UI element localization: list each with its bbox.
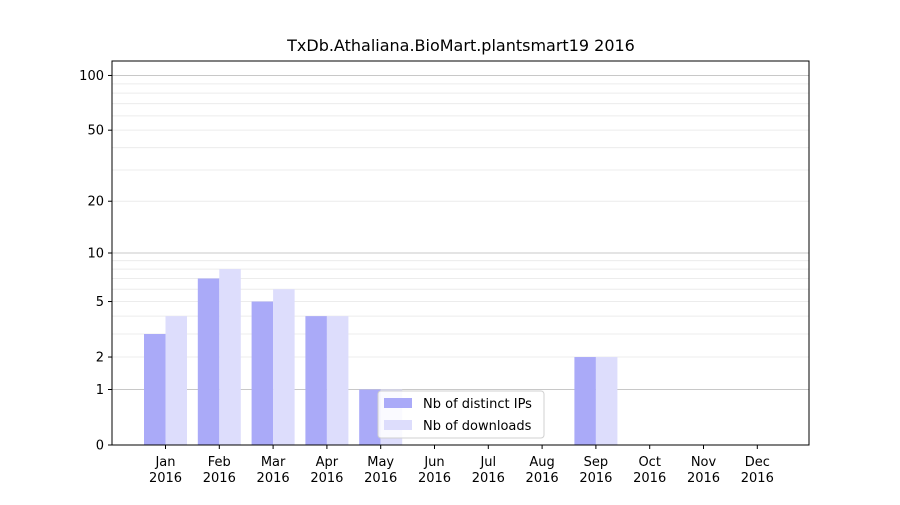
y-tick-label: 1 <box>96 383 104 398</box>
y-tick-label: 0 <box>96 439 104 454</box>
x-tick-label-year: 2016 <box>203 471 236 486</box>
bar-ips-may <box>359 389 381 445</box>
bar-downloads-apr <box>326 316 349 445</box>
y-tick-label: 2 <box>96 351 104 366</box>
legend: Nb of distinct IPs Nb of downloads <box>377 390 545 439</box>
x-tick-label-year: 2016 <box>257 471 290 486</box>
y-tick-label: 20 <box>87 195 104 210</box>
x-tick-label-month: Sep <box>584 455 609 470</box>
y-tick-label: 10 <box>87 247 104 262</box>
x-axis: Jan2016Feb2016Mar2016Apr2016May2016Jun20… <box>149 445 774 486</box>
x-tick-label-month: Feb <box>208 455 231 470</box>
x-tick-label-year: 2016 <box>687 471 720 486</box>
y-tick-label: 50 <box>87 124 104 139</box>
bar-ips-mar <box>251 301 274 445</box>
y-axis: 0 1 2 5 10 20 50 100 <box>79 69 112 454</box>
legend-label: Nb of distinct IPs <box>423 397 532 412</box>
x-tick-label-year: 2016 <box>633 471 666 486</box>
chart-title: TxDb.Athaliana.BioMart.plantsmart19 2016 <box>286 36 635 55</box>
x-tick-label-year: 2016 <box>310 471 343 486</box>
bar-downloads-feb <box>219 269 241 445</box>
y-tick-label: 100 <box>79 69 104 84</box>
bar-ips-apr <box>305 316 327 445</box>
x-tick-label-month: Jan <box>154 455 175 470</box>
x-tick-label-month: Dec <box>745 455 770 470</box>
y-tick-label: 5 <box>96 295 104 310</box>
x-tick-label-year: 2016 <box>526 471 559 486</box>
x-tick-label-year: 2016 <box>418 471 451 486</box>
legend-swatch <box>384 398 412 408</box>
x-tick-label-month: May <box>367 455 394 470</box>
bar-ips-jan <box>144 333 166 445</box>
bar-ips-sep <box>574 357 596 445</box>
x-tick-label-month: Aug <box>529 455 554 470</box>
x-tick-label-year: 2016 <box>364 471 397 486</box>
bar-downloads-jan <box>165 316 187 445</box>
legend-swatch <box>384 420 412 430</box>
x-tick-label-year: 2016 <box>741 471 774 486</box>
x-tick-label-month: Apr <box>316 455 339 470</box>
bar-ips-feb <box>197 278 220 445</box>
x-tick-label-month: Jun <box>423 455 444 470</box>
x-tick-label-year: 2016 <box>149 471 182 486</box>
legend-label: Nb of downloads <box>423 419 532 434</box>
legend-box <box>377 390 545 439</box>
x-tick-label-year: 2016 <box>472 471 505 486</box>
x-tick-label-year: 2016 <box>579 471 612 486</box>
bar-downloads-sep <box>595 357 618 445</box>
x-tick-label-month: Oct <box>638 455 660 470</box>
bar-downloads-mar <box>273 289 295 445</box>
x-tick-label-month: Mar <box>261 455 286 470</box>
x-tick-label-month: Jul <box>479 455 496 470</box>
x-tick-label-month: Nov <box>691 455 717 470</box>
